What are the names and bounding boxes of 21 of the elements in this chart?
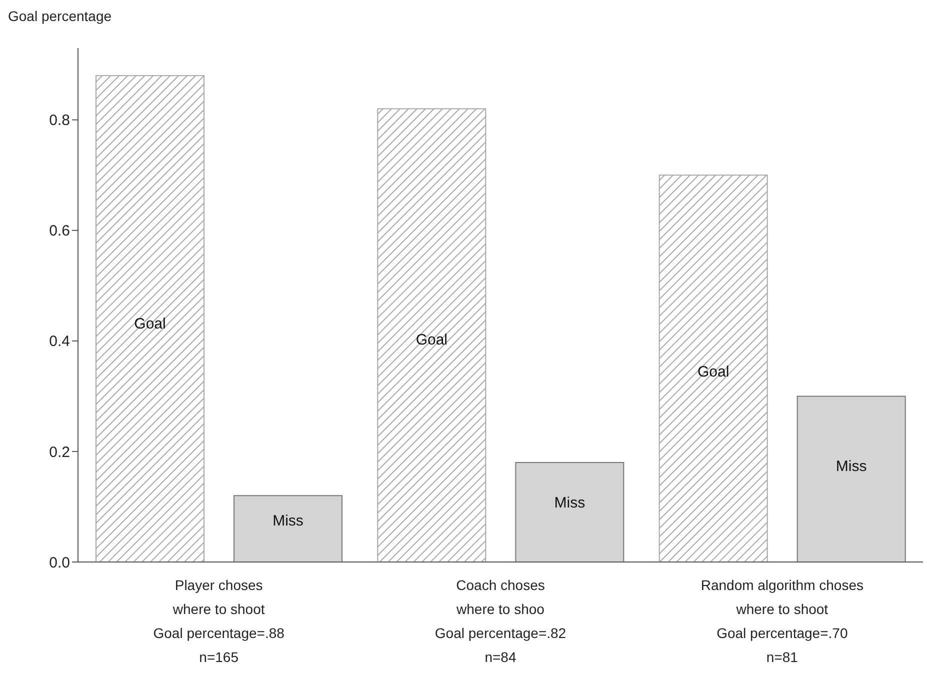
- y-tick-label: 0.0: [49, 554, 70, 572]
- y-tick-label: 0.2: [49, 444, 70, 461]
- text: Miss: [554, 494, 586, 512]
- x-tick-label: Coach choses where to shoo Goal percentage=.82 n=84: [434, 577, 566, 665]
- y-tick-label: 0.8: [49, 112, 70, 130]
- text: Goal: [134, 316, 166, 333]
- text: Goal: [416, 331, 448, 348]
- bar: [234, 495, 342, 562]
- series-label: Miss: [272, 512, 304, 530]
- x-tick-label: Random algorithm choses where to shoot Goal percentage=.70 n=81: [700, 577, 864, 665]
- x-tick-label: Player choses where to shoot Goal percentage=.88 n=165: [153, 577, 285, 665]
- y-tick-label: 0.4: [49, 333, 70, 350]
- bar: [377, 108, 486, 562]
- bar: [96, 75, 204, 562]
- series-label: Goal: [697, 363, 730, 380]
- text: Miss: [836, 458, 867, 475]
- bar: [515, 462, 624, 562]
- bar: [658, 174, 768, 562]
- y-tick-label: 0.6: [49, 222, 70, 240]
- bar: [796, 396, 906, 562]
- y-axis-title: Goal percentage: [8, 8, 112, 24]
